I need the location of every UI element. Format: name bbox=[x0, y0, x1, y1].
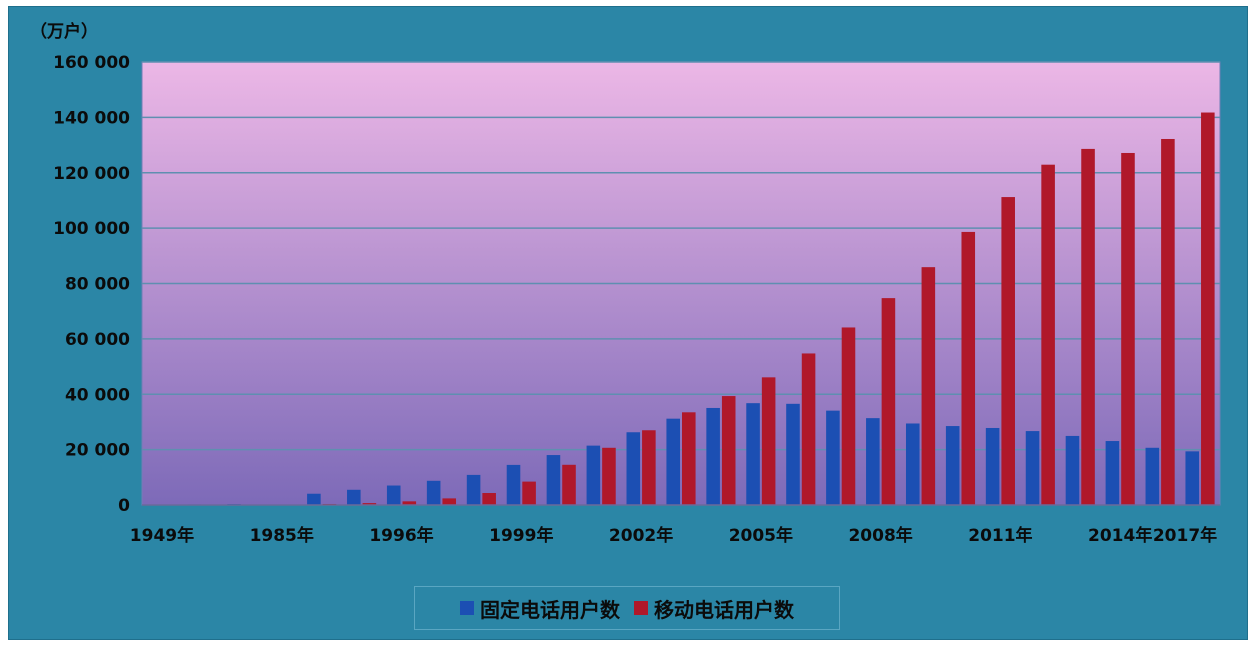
legend-item-fixed: 固定电话用户数 bbox=[460, 594, 620, 623]
y-tick-label: 120 000 bbox=[53, 164, 130, 184]
bars bbox=[147, 112, 1215, 506]
y-tick-label: 80 000 bbox=[65, 275, 130, 295]
bar-fixed-telephone bbox=[626, 432, 641, 505]
bar-fixed-telephone bbox=[786, 403, 800, 505]
bar-mobile-telephone bbox=[761, 377, 776, 505]
x-tick-label: 1985年 bbox=[250, 525, 314, 546]
bar-fixed-telephone bbox=[546, 455, 561, 505]
bar-fixed-telephone bbox=[1105, 441, 1120, 505]
bar-fixed-telephone bbox=[945, 426, 960, 505]
bar-fixed-telephone bbox=[307, 493, 321, 505]
legend-label-fixed: 固定电话用户数 bbox=[480, 597, 620, 622]
y-tick-label: 40 000 bbox=[65, 385, 130, 405]
bar-mobile-telephone bbox=[362, 503, 377, 505]
bar-mobile-telephone bbox=[682, 412, 696, 505]
bar-mobile-telephone bbox=[801, 353, 816, 505]
bar-mobile-telephone bbox=[961, 231, 976, 505]
bar-mobile-telephone bbox=[841, 327, 856, 505]
bar-mobile-telephone bbox=[881, 298, 896, 505]
bar-mobile-telephone bbox=[402, 501, 417, 505]
bar-fixed-telephone bbox=[706, 407, 720, 505]
x-tick-label: 2002年 bbox=[609, 525, 673, 546]
y-tick-label: 160 000 bbox=[53, 53, 130, 73]
bar-fixed-telephone bbox=[746, 403, 760, 505]
bar-fixed-telephone bbox=[506, 464, 521, 505]
bar-fixed-telephone bbox=[466, 474, 481, 505]
legend-swatch-mobile bbox=[634, 601, 648, 615]
y-tick-label: 20 000 bbox=[65, 441, 130, 461]
bar-mobile-telephone bbox=[1201, 112, 1215, 505]
bar-mobile-telephone bbox=[642, 430, 656, 505]
y-tick-label: 0 bbox=[118, 496, 130, 516]
bar-mobile-telephone bbox=[602, 447, 616, 505]
y-tick-label: 100 000 bbox=[53, 219, 130, 239]
bar-fixed-telephone bbox=[826, 410, 840, 505]
y-axis-unit-label: （万户） bbox=[30, 21, 98, 42]
bar-fixed-telephone bbox=[386, 485, 401, 505]
x-tick-label: 1949年 bbox=[130, 525, 194, 546]
bar-mobile-telephone bbox=[562, 464, 576, 505]
bar-mobile-telephone bbox=[721, 396, 736, 505]
x-tick-label: 1999年 bbox=[489, 525, 553, 546]
bar-mobile-telephone bbox=[1161, 138, 1175, 506]
x-tick-label: 2014年 bbox=[1088, 525, 1152, 546]
bar-fixed-telephone bbox=[347, 489, 361, 505]
x-tick-label: 2005年 bbox=[729, 525, 793, 546]
y-tick-label: 60 000 bbox=[65, 330, 130, 350]
bar-fixed-telephone bbox=[866, 418, 880, 505]
bar-mobile-telephone bbox=[1041, 164, 1055, 505]
y-tick-label: 140 000 bbox=[53, 108, 130, 128]
bar-mobile-telephone bbox=[442, 498, 457, 505]
legend-label-mobile: 移动电话用户数 bbox=[654, 597, 794, 622]
legend-swatch-fixed bbox=[460, 601, 474, 615]
bar-fixed-telephone bbox=[666, 418, 680, 505]
bar-mobile-telephone bbox=[921, 267, 936, 505]
bar-fixed-telephone bbox=[1065, 435, 1080, 505]
x-tick-label: 2008年 bbox=[848, 525, 912, 546]
bar-mobile-telephone bbox=[1001, 197, 1015, 505]
legend-item-mobile: 移动电话用户数 bbox=[634, 594, 794, 623]
bar-fixed-telephone bbox=[1185, 451, 1200, 505]
bar-fixed-telephone bbox=[586, 445, 601, 505]
bar-fixed-telephone bbox=[905, 423, 920, 505]
axes: 0 20 000 40 000 60 000 80 000 100 000 120 000 1… bbox=[53, 53, 1220, 546]
x-tick-label: 2017年 bbox=[1153, 525, 1217, 546]
bar-mobile-telephone bbox=[1081, 148, 1095, 505]
bar-fixed-telephone bbox=[1025, 431, 1040, 505]
gridlines bbox=[142, 61, 1220, 451]
bar-fixed-telephone bbox=[426, 480, 441, 505]
legend: 固定电话用户数 移动电话用户数 bbox=[414, 586, 840, 630]
bar-mobile-telephone bbox=[482, 493, 496, 505]
x-tick-label: 2011年 bbox=[968, 525, 1032, 546]
x-tick-label: 1996年 bbox=[369, 525, 433, 546]
bar-mobile-telephone bbox=[1121, 152, 1135, 506]
bar-fixed-telephone bbox=[985, 427, 1000, 505]
bar-mobile-telephone bbox=[522, 481, 536, 505]
bar-fixed-telephone bbox=[1145, 447, 1160, 505]
